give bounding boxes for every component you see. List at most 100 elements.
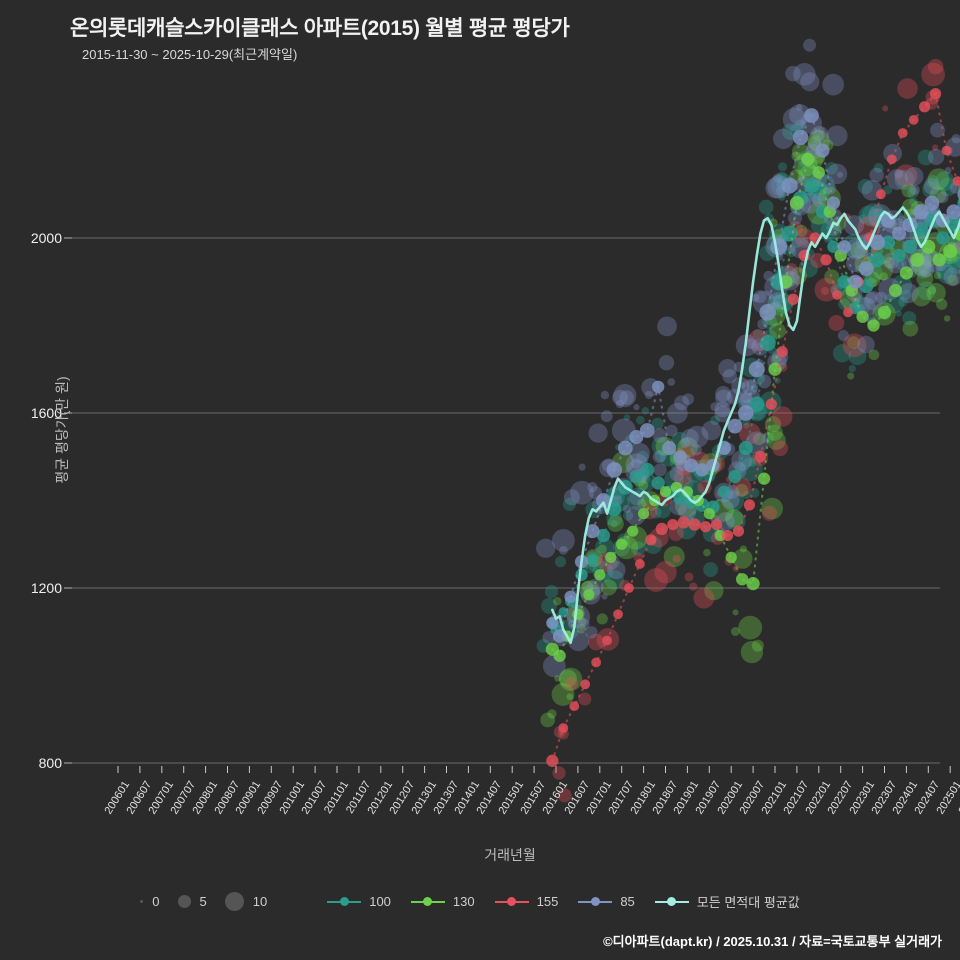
series-marker [651, 476, 665, 490]
data-bubble [824, 182, 837, 195]
data-bubble [898, 296, 908, 307]
color-legend-item[interactable]: 100 [327, 894, 391, 909]
data-bubble [742, 491, 751, 500]
color-legend-label: 모든 면적대 평균값 [696, 895, 800, 910]
data-bubble [902, 311, 917, 326]
data-bubble [559, 667, 583, 691]
series-marker [580, 679, 591, 690]
data-bubble [751, 639, 764, 652]
data-bubble [832, 344, 852, 363]
data-bubble [847, 336, 861, 350]
data-bubble [947, 274, 959, 286]
series-marker [558, 607, 569, 617]
series-marker [946, 204, 960, 220]
size-legend-item[interactable]: 10 [224, 892, 267, 911]
data-bubble [547, 709, 557, 719]
series-marker [725, 551, 737, 563]
series-marker [627, 525, 639, 537]
data-bubble [800, 236, 809, 246]
data-bubble [894, 169, 915, 190]
line-layer [545, 88, 960, 767]
data-bubble [607, 515, 624, 532]
data-bubble [578, 692, 592, 706]
data-bubble [610, 520, 618, 528]
data-bubble [542, 631, 556, 644]
data-bubble [715, 386, 732, 402]
series-marker [765, 398, 777, 410]
data-bubble [623, 414, 631, 421]
data-bubble [637, 499, 647, 508]
data-bubble [722, 369, 738, 384]
size-legend-item[interactable]: 5 [177, 894, 207, 909]
series-marker [717, 485, 731, 498]
series-marker [639, 423, 655, 438]
data-bubble [743, 422, 750, 429]
data-bubble [773, 173, 783, 183]
data-bubble [739, 545, 748, 553]
color-legend-item[interactable]: 155 [494, 894, 558, 909]
data-bubble [600, 410, 613, 423]
data-bubble [638, 480, 649, 491]
data-bubble [554, 675, 561, 682]
data-bubble [937, 264, 957, 284]
data-bubble [882, 105, 889, 112]
data-bubble [848, 347, 867, 366]
data-bubble [748, 459, 757, 467]
data-bubble [787, 244, 796, 254]
series-marker [727, 418, 743, 434]
series-marker [856, 310, 869, 323]
data-bubble [810, 125, 829, 145]
color-legend-label: 130 [452, 894, 475, 909]
series-marker [655, 522, 669, 536]
data-bubble [587, 481, 598, 493]
data-bubble [902, 320, 919, 337]
data-bubble [947, 256, 960, 275]
data-bubble [863, 291, 884, 311]
series-marker [789, 195, 804, 211]
data-bubble [715, 389, 733, 408]
series-marker [781, 225, 798, 242]
data-bubble [612, 389, 629, 406]
series-marker [673, 450, 687, 464]
data-bubble [672, 554, 681, 563]
series-marker [886, 154, 897, 165]
data-bubble [746, 380, 756, 390]
data-bubble [689, 582, 698, 591]
size-legend-bubble [140, 900, 144, 903]
series-marker [903, 239, 918, 254]
color-legend-item[interactable]: 모든 면적대 평균값 [654, 892, 800, 911]
series-marker [746, 577, 760, 591]
series-marker [897, 128, 908, 138]
data-bubble [766, 430, 786, 450]
color-legend-swatch [410, 896, 445, 908]
series-marker [553, 649, 566, 662]
color-legend-swatch [578, 896, 613, 908]
series-marker [913, 204, 929, 220]
series-marker [662, 440, 677, 456]
footer-credit: ©디아파트(dapt.kr) / 2025.10.31 / 자료=국토교통부 실… [603, 934, 942, 949]
series-marker [613, 609, 623, 620]
data-bubble [652, 428, 668, 443]
color-legend-item[interactable]: 130 [410, 894, 475, 909]
data-bubble [649, 506, 662, 519]
data-bubble [600, 579, 617, 596]
average-line [551, 206, 960, 644]
data-bubble [930, 122, 945, 138]
data-bubble [669, 466, 685, 482]
data-bubble [879, 272, 888, 281]
series-marker [605, 551, 617, 563]
series-marker [936, 231, 950, 245]
data-bubble [938, 177, 958, 197]
series-marker [606, 462, 623, 478]
y-axis-title: 평균 평당가(만 원) [54, 376, 70, 484]
data-bubble [681, 428, 699, 447]
data-bubble [718, 358, 737, 378]
legend-dot [667, 897, 677, 906]
data-bubble [753, 290, 767, 304]
color-legend-item[interactable]: 85 [578, 894, 635, 909]
data-bubble [795, 104, 803, 111]
size-legend-item[interactable]: 0 [140, 894, 160, 909]
series-marker [616, 538, 628, 550]
data-bubble [847, 372, 855, 380]
data-bubble [710, 402, 720, 412]
